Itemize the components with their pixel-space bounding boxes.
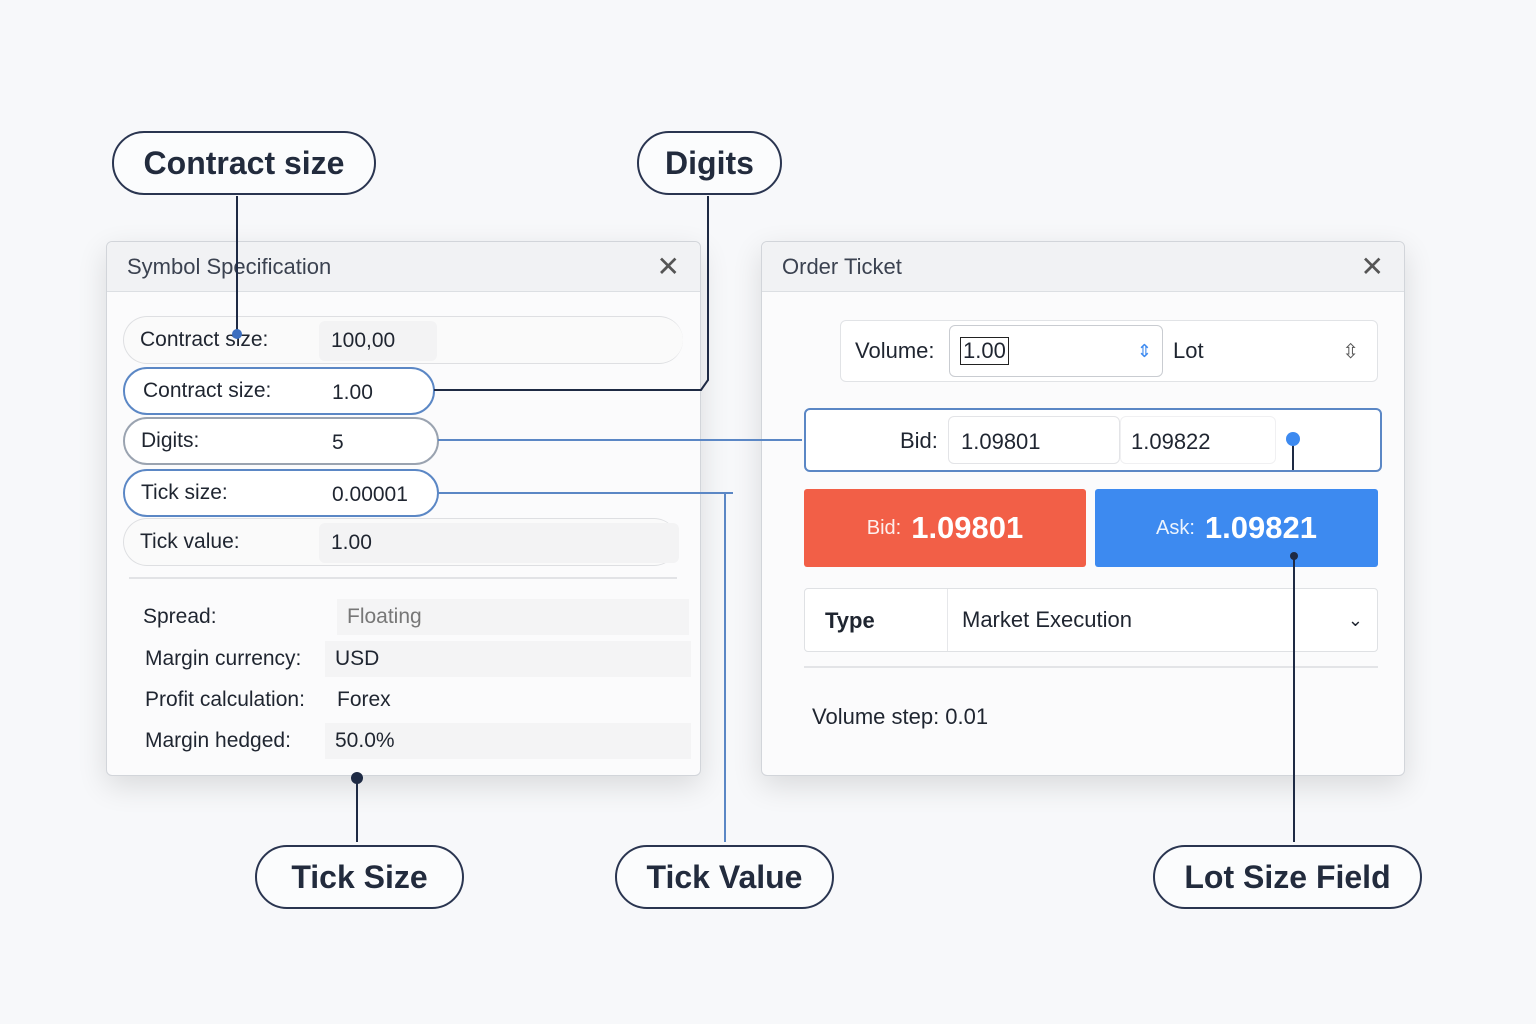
callout-tick-value: Tick Value <box>615 845 834 909</box>
close-icon[interactable]: ✕ <box>656 251 680 282</box>
volume-step: Volume step: 0.01 <box>812 704 989 729</box>
connector-tick-value <box>438 492 733 842</box>
detail-profit-calculation: Profit calculation: Forex <box>145 682 691 718</box>
callout-lot-size-field: Lot Size Field <box>1153 845 1422 909</box>
volume-input[interactable]: 1.00 ⇕ <box>949 325 1163 377</box>
buy-button[interactable]: Ask: 1.09821 <box>1095 489 1378 567</box>
value: 50.0% <box>325 723 691 759</box>
bid-value-2: 1.09822 <box>1131 429 1211 454</box>
sell-label: Bid: <box>866 516 902 539</box>
spec-row-contract-size-raw: Contract size: 100,00 <box>123 316 683 364</box>
value: 1.00 <box>332 381 373 404</box>
spec-row-tick-size: Tick size: 0.00001 <box>123 469 439 517</box>
stepper-icon[interactable]: ⇕ <box>1136 340 1152 361</box>
value: 0.00001 <box>332 483 408 506</box>
connector-dot <box>1290 552 1298 560</box>
type-value: Market Execution <box>962 607 1132 632</box>
chevron-updown-icon[interactable]: ⇳ <box>1342 340 1359 363</box>
spec-row-digits: Digits: 5 <box>123 417 439 465</box>
type-row: Type Market Execution ⌄ <box>804 588 1378 652</box>
chevron-down-icon: ⌄ <box>1347 609 1363 630</box>
title-bar: Order Ticket ✕ <box>762 242 1404 292</box>
label: Tick size: <box>141 481 228 504</box>
volume-row: Volume: 1.00 ⇕ Lot ⇳ <box>840 320 1378 382</box>
close-icon[interactable]: ✕ <box>1360 251 1384 282</box>
connector-dot <box>351 772 363 784</box>
sell-button[interactable]: Bid: 1.09801 <box>804 489 1086 567</box>
label: Digits: <box>141 429 200 452</box>
volume-value: 1.00 <box>960 337 1009 365</box>
label: Contract size: <box>143 379 272 402</box>
bid-value: 1.09801 <box>961 429 1041 454</box>
detail-spread: Spread: Floating <box>143 599 689 635</box>
bid-label: Bid: <box>900 428 938 453</box>
spec-row-tick-value: Tick value: 1.00 <box>123 518 679 566</box>
detail-margin-hedged: Margin hedged: 50.0% <box>145 723 691 759</box>
value: 5 <box>332 431 344 454</box>
volume-label: Volume: <box>855 338 935 363</box>
label: Margin hedged: <box>145 729 291 752</box>
detail-margin-currency: Margin currency: USD <box>145 641 691 677</box>
bid-row: Bid: 1.09801 1.09822 <box>804 408 1382 472</box>
buy-price: 1.09821 <box>1204 510 1317 545</box>
label: Tick value: <box>140 530 240 553</box>
type-label: Type <box>825 608 875 633</box>
bid-input-2[interactable]: 1.09822 <box>1120 416 1276 464</box>
window-title: Order Ticket <box>782 253 902 279</box>
label: Spread: <box>143 605 217 628</box>
divider <box>804 666 1378 668</box>
value: 1.00 <box>319 523 679 563</box>
value: 100,00 <box>319 321 437 361</box>
callout-contract-size: Contract size <box>112 131 376 195</box>
title-bar: Symbol Specification ✕ <box>107 242 700 292</box>
order-ticket-window: Order Ticket ✕ Volume: 1.00 ⇕ Lot ⇳ Bid:… <box>761 241 1405 776</box>
symbol-specification-window: Symbol Specification ✕ Contract size: 100… <box>106 241 701 776</box>
sell-price: 1.09801 <box>911 510 1024 545</box>
value: Forex <box>337 688 391 711</box>
label: Profit calculation: <box>145 688 305 711</box>
value: USD <box>325 641 691 677</box>
callout-tick-size: Tick Size <box>255 845 464 909</box>
type-select[interactable]: Market Execution ⌄ <box>947 589 1377 651</box>
unit-select[interactable]: Lot <box>1173 338 1204 363</box>
connector-dot <box>1286 432 1300 446</box>
connector-digits <box>434 196 709 391</box>
bid-input[interactable]: 1.09801 <box>948 416 1120 464</box>
buy-label: Ask: <box>1156 516 1195 539</box>
callout-digits: Digits <box>637 131 782 195</box>
connector-dot <box>232 329 242 339</box>
label: Margin currency: <box>145 647 302 670</box>
spec-row-contract-size: Contract size: 1.00 <box>123 367 435 415</box>
value: Floating <box>337 599 689 635</box>
window-title: Symbol Specification <box>127 253 332 279</box>
divider <box>129 577 677 579</box>
